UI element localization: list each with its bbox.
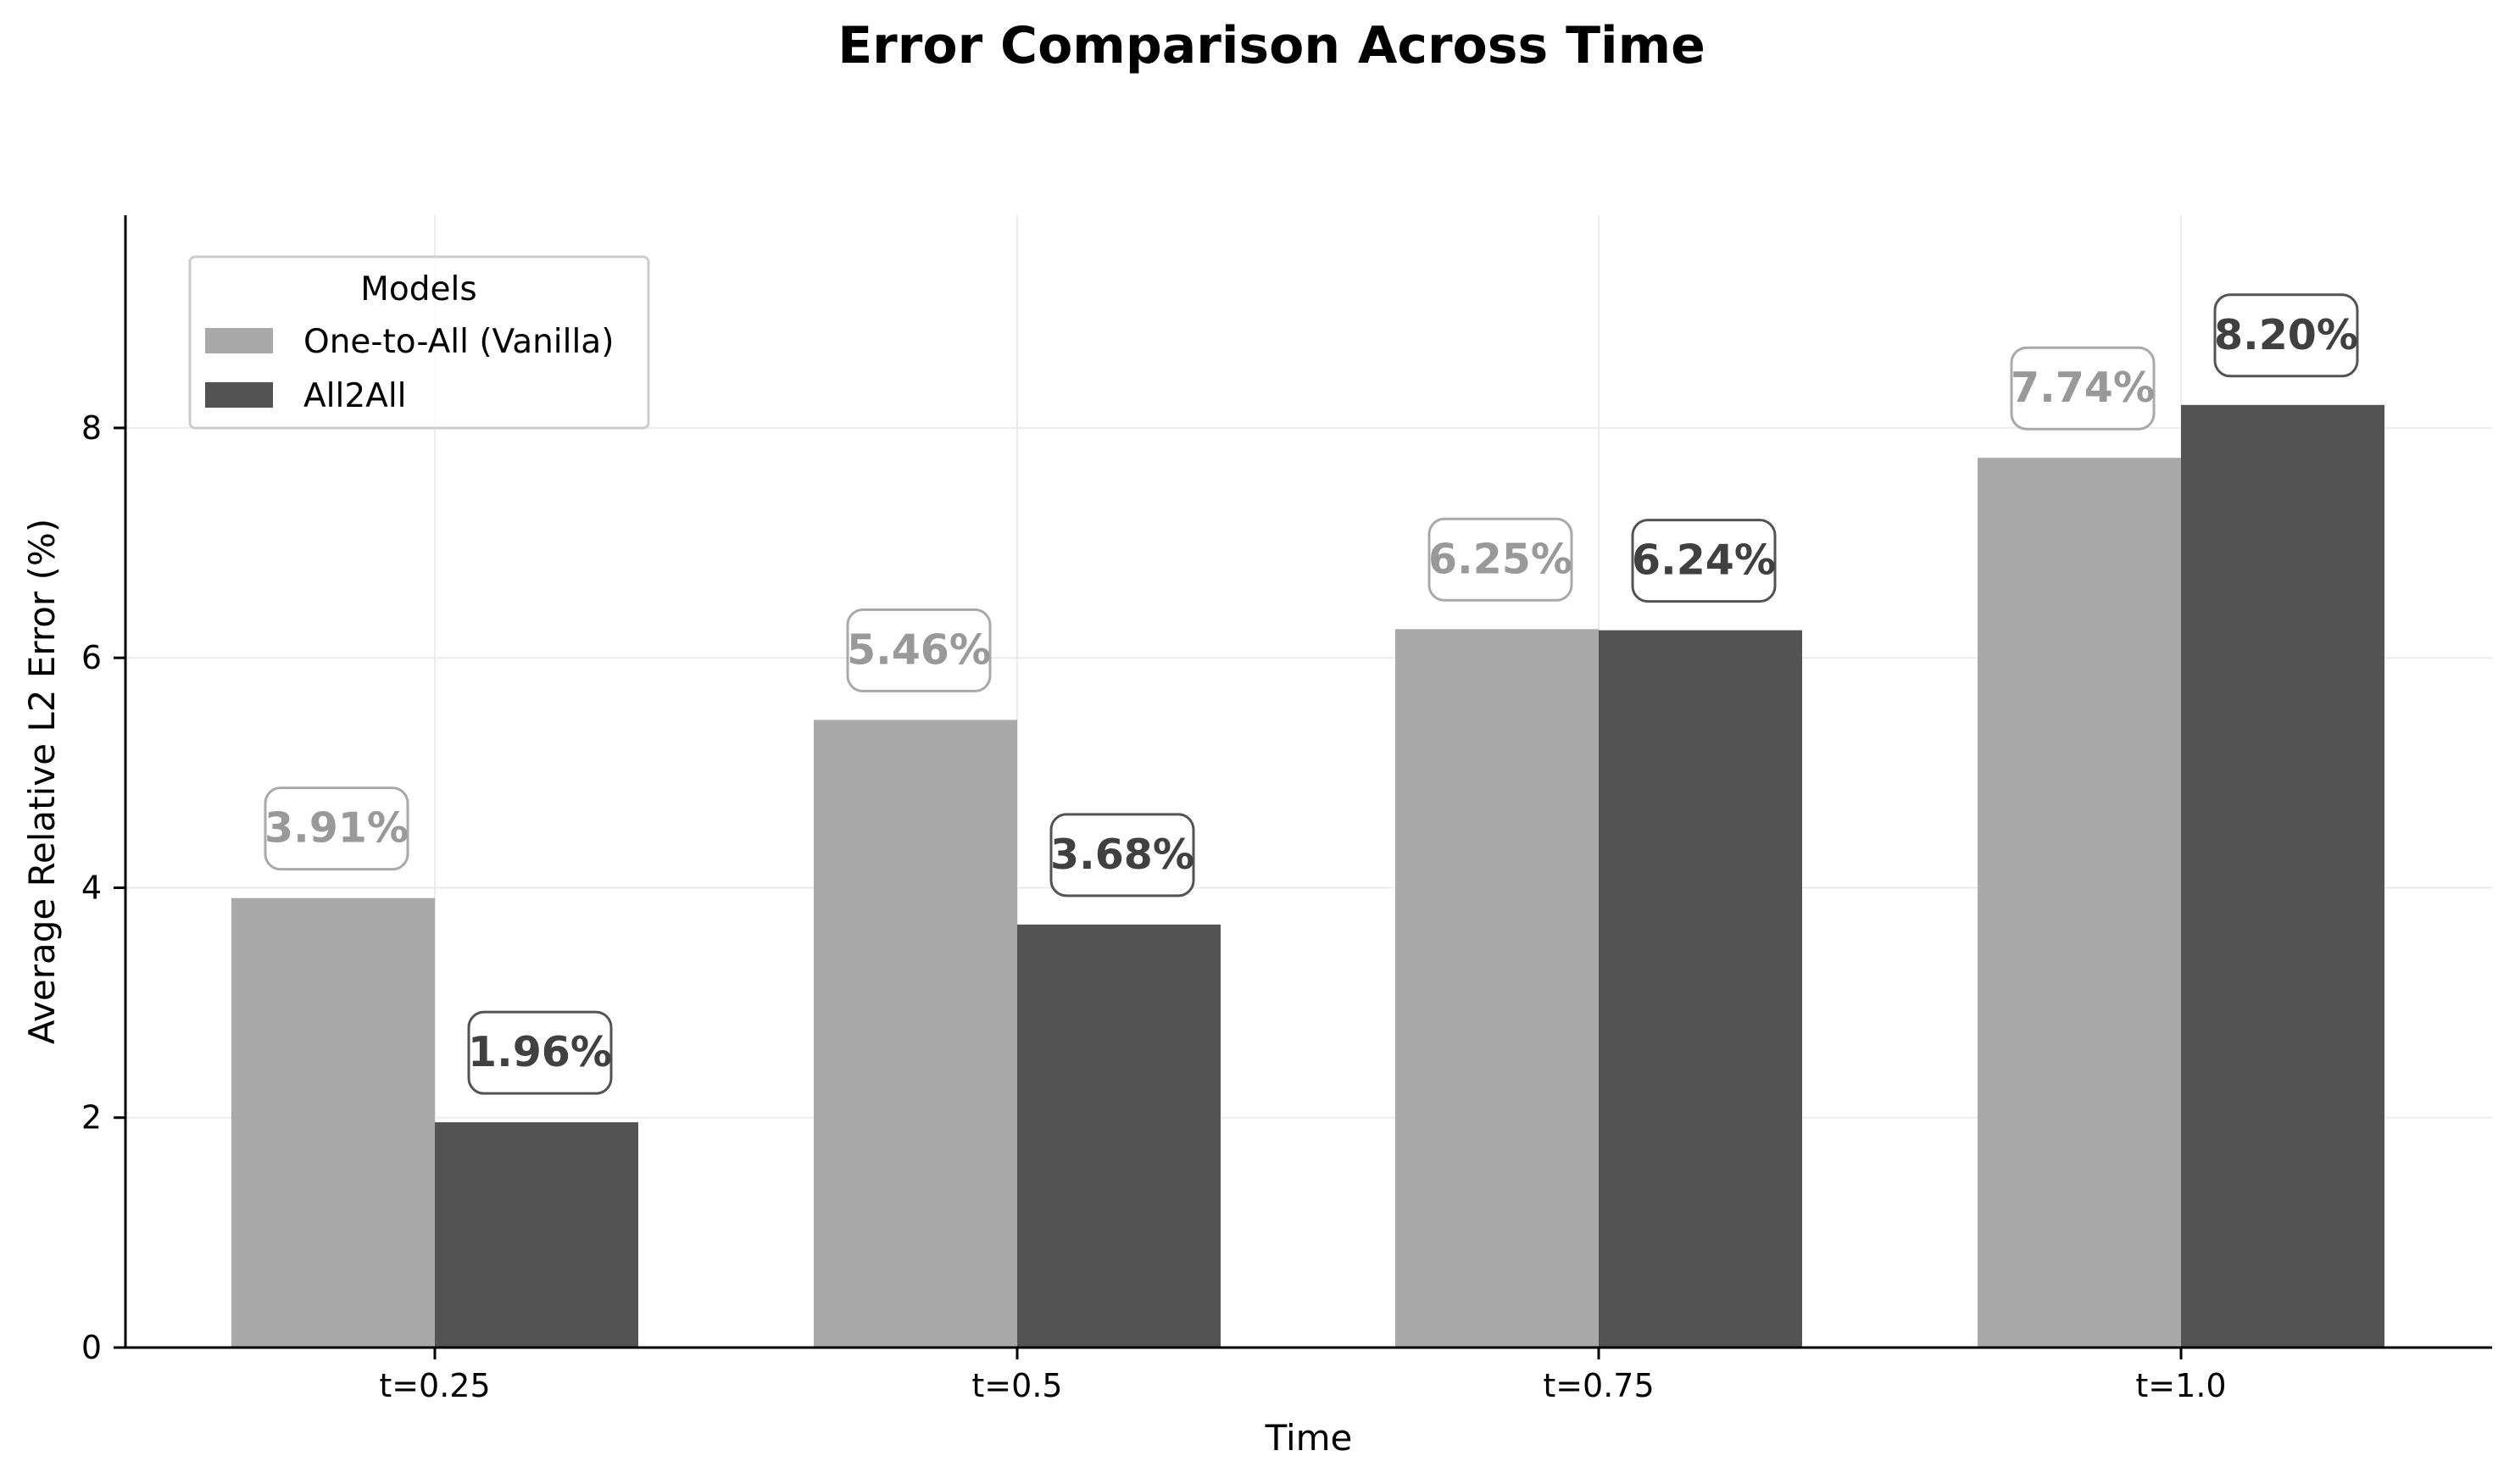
x-tick-label: t=0.5 xyxy=(971,1367,1062,1404)
data-labels: 3.91% 5.46% 6.25% 7.74% 1.96% 3.68% 6.24% 8.20% xyxy=(264,293,2359,1095)
legend-title: Models xyxy=(360,270,476,308)
x-axis-label: Time xyxy=(1265,1417,1353,1459)
y-ticks: 0 2 4 6 8 xyxy=(81,409,125,1366)
y-axis-label: Average Relative L2 Error (%) xyxy=(21,519,63,1044)
axes xyxy=(124,215,2492,1349)
legend-label-one-to-all: One-to-All (Vanilla) xyxy=(303,323,614,361)
x-tick-label: t=0.75 xyxy=(1543,1367,1654,1404)
data-label: 3.68% xyxy=(1050,831,1194,879)
bar xyxy=(814,720,1017,1348)
legend-frame xyxy=(188,255,650,430)
data-label: 1.96% xyxy=(468,1028,612,1076)
bar xyxy=(231,898,435,1348)
legend-swatch-all2all xyxy=(205,382,273,408)
data-label-box xyxy=(846,608,992,692)
data-label: 6.25% xyxy=(1428,535,1572,583)
bar xyxy=(1395,629,1599,1348)
data-label-box xyxy=(2010,346,2156,431)
data-label: 7.74% xyxy=(2011,364,2155,412)
data-label-box xyxy=(467,1010,613,1095)
bar xyxy=(2181,404,2384,1348)
bar xyxy=(435,1122,638,1348)
data-label-box xyxy=(1427,517,1573,602)
bars xyxy=(231,404,2384,1348)
data-label-box xyxy=(1049,813,1195,898)
x-tick-label: t=1.0 xyxy=(2135,1367,2226,1404)
legend: Models One-to-All (Vanilla) All2All xyxy=(188,255,650,430)
data-label: 3.91% xyxy=(264,804,409,853)
data-label-box xyxy=(264,786,409,871)
legend-label-all2all: All2All xyxy=(303,377,407,415)
data-label-box xyxy=(2213,293,2359,378)
y-tick-label: 0 xyxy=(81,1329,102,1366)
y-tick-label: 2 xyxy=(81,1099,102,1137)
data-label: 8.20% xyxy=(2214,311,2358,359)
legend-swatch-one-to-all xyxy=(205,328,273,353)
y-tick-label: 6 xyxy=(81,639,102,676)
y-tick-label: 8 xyxy=(81,409,102,447)
data-label: 5.46% xyxy=(847,625,991,674)
y-tick-label: 4 xyxy=(81,869,102,906)
chart-title: Error Comparison Across Time xyxy=(837,16,1705,75)
data-label: 6.24% xyxy=(1632,536,1776,585)
bar xyxy=(1599,630,1802,1348)
bar xyxy=(1017,924,1221,1348)
x-tick-label: t=0.25 xyxy=(379,1367,490,1404)
x-ticks: t=0.25 t=0.5 t=0.75 t=1.0 xyxy=(379,1348,2227,1404)
bar xyxy=(1978,458,2181,1348)
data-label-box xyxy=(1631,519,1777,603)
